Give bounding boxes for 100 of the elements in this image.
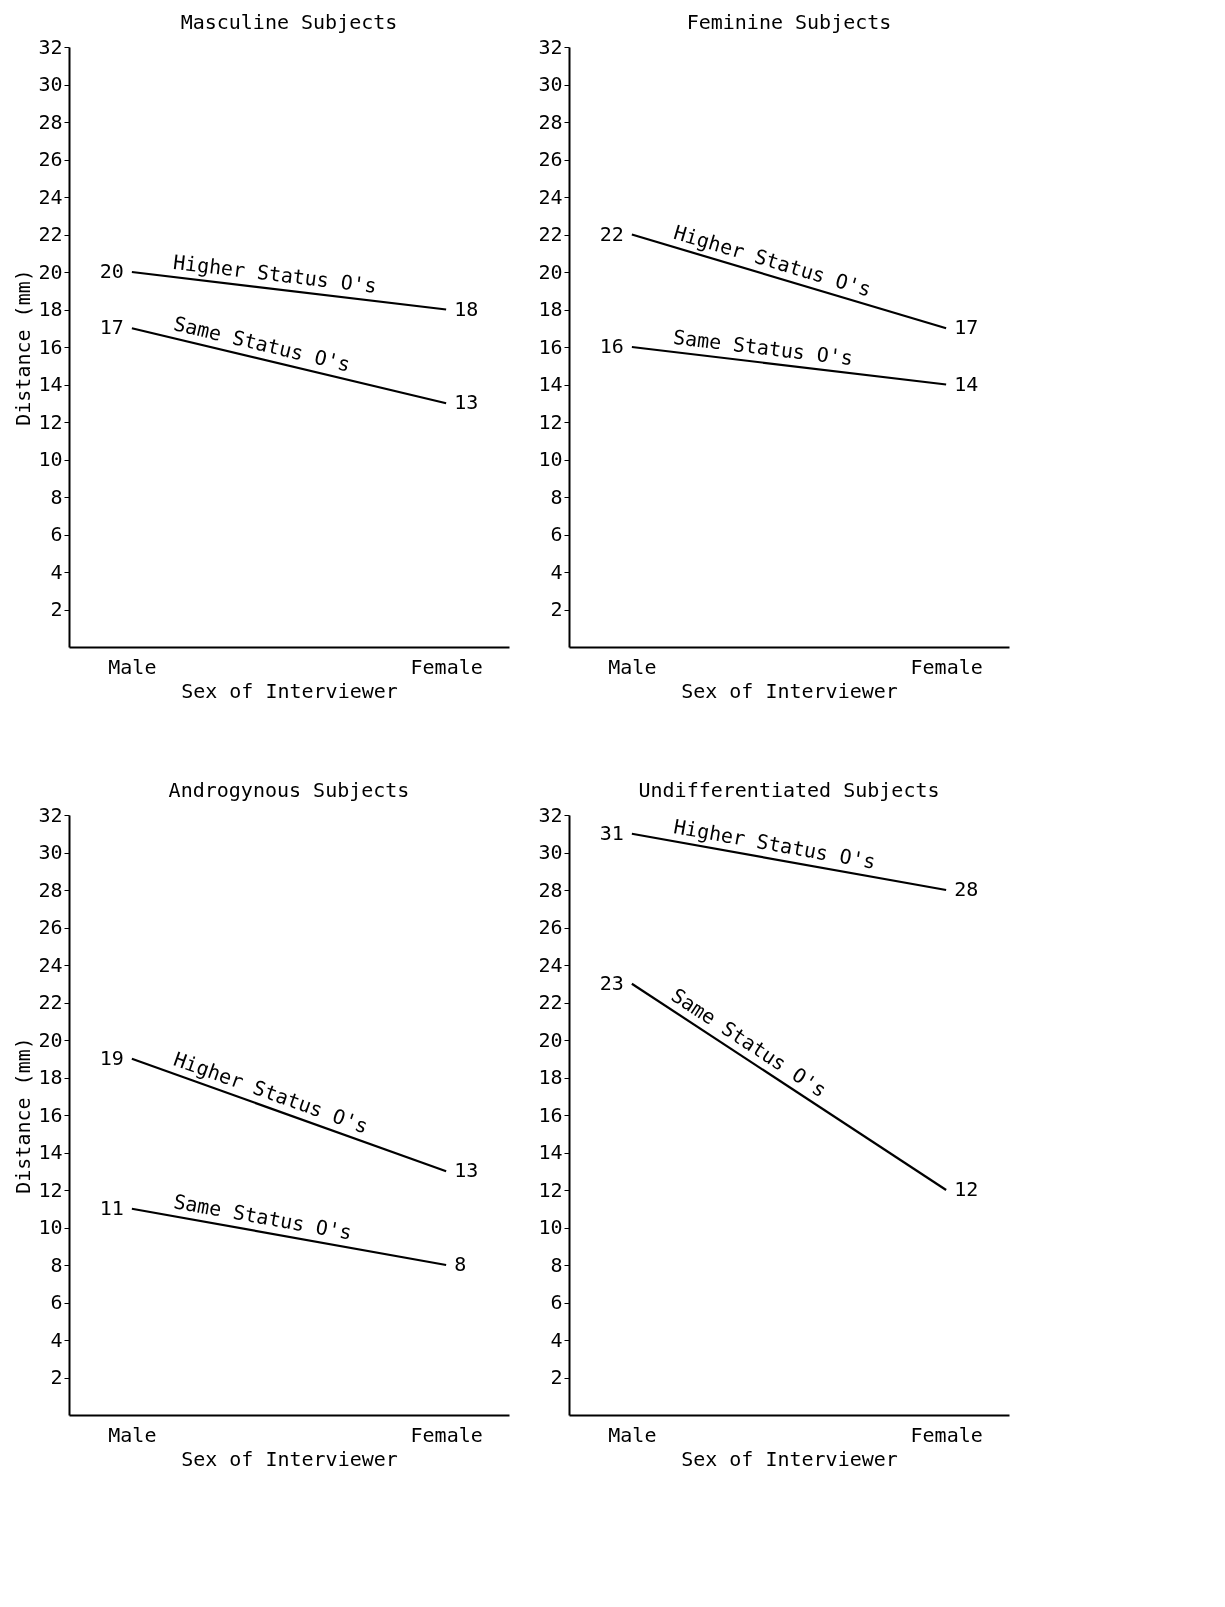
y-tick-label: 28 — [538, 109, 563, 134]
x-tick-label: Male — [108, 654, 157, 679]
chart-title: Masculine Subjects — [180, 10, 398, 34]
data-label: 14 — [954, 371, 979, 396]
y-tick-label: 20 — [538, 1027, 563, 1052]
y-tick-label: 14 — [538, 1140, 563, 1164]
y-tick-label: 14 — [38, 1140, 63, 1164]
data-label: 20 — [99, 259, 124, 283]
y-tick-label: 12 — [538, 409, 563, 434]
y-tick-label: 24 — [38, 184, 63, 209]
y-tick-label: 28 — [38, 877, 63, 902]
y-axis-title: Distance (mm) — [11, 1037, 36, 1194]
y-tick-label: 4 — [50, 1327, 63, 1352]
y-tick-label: 16 — [538, 334, 563, 359]
y-tick-label: 22 — [538, 222, 563, 246]
data-label: 13 — [454, 390, 479, 415]
text: Higher Status O's — [671, 220, 875, 302]
y-tick-label: 2 — [550, 1365, 563, 1389]
data-label: 23 — [599, 970, 624, 995]
data-label: 8 — [454, 1252, 467, 1276]
y-tick-label: 24 — [538, 952, 563, 977]
data-label: 16 — [599, 334, 624, 358]
y-tick-label: 14 — [38, 372, 63, 396]
y-tick-label: 30 — [38, 72, 63, 96]
x-tick-label: Male — [108, 1422, 157, 1447]
y-tick-label: 6 — [50, 522, 63, 546]
y-tick-label: 16 — [38, 334, 63, 359]
text: Higher Status O's — [671, 814, 878, 874]
x-axis-title: Sex of Interviewer — [681, 1446, 898, 1471]
x-tick-label: Male — [608, 654, 657, 679]
y-tick-label: 24 — [538, 184, 563, 209]
y-tick-label: 30 — [38, 840, 63, 864]
x-axis-title: Sex of Interviewer — [181, 678, 398, 703]
y-tick-label: 6 — [550, 1290, 563, 1314]
data-label: 28 — [954, 877, 979, 901]
y-tick-label: 6 — [50, 1290, 63, 1314]
x-tick-label: Male — [608, 1422, 657, 1447]
y-tick-label: 30 — [538, 840, 563, 864]
y-tick-label: 10 — [38, 1215, 63, 1239]
text: Same Status O's — [671, 324, 855, 371]
y-tick-label: 12 — [38, 1177, 63, 1202]
x-axis-title: Sex of Interviewer — [681, 678, 898, 703]
x-tick-label: Female — [410, 1422, 483, 1447]
text: Higher Status O's — [171, 249, 379, 299]
y-tick-label: 22 — [38, 222, 63, 246]
data-label: 19 — [99, 1045, 124, 1070]
x-tick-label: Female — [910, 654, 983, 679]
data-label: 17 — [99, 315, 124, 340]
y-tick-label: 4 — [50, 559, 63, 584]
y-tick-label: 8 — [50, 484, 63, 509]
text: Same Status O's — [171, 311, 353, 377]
y-tick-label: 2 — [50, 1365, 63, 1389]
y-tick-label: 30 — [538, 72, 563, 96]
data-label: 31 — [599, 820, 624, 845]
x-axis-title: Sex of Interviewer — [181, 1446, 398, 1471]
chart-title: Feminine Subjects — [686, 10, 892, 34]
y-tick-label: 32 — [538, 34, 563, 59]
data-label: 22 — [599, 221, 624, 246]
y-tick-label: 26 — [38, 147, 63, 171]
data-label: 12 — [954, 1177, 979, 1201]
y-tick-label: 20 — [38, 1027, 63, 1052]
y-tick-label: 10 — [538, 447, 563, 471]
y-tick-label: 2 — [50, 597, 63, 621]
data-label: 11 — [99, 1195, 124, 1220]
y-tick-label: 28 — [538, 877, 563, 902]
y-tick-label: 12 — [38, 409, 63, 434]
y-tick-label: 32 — [38, 34, 63, 59]
x-tick-label: Female — [410, 654, 483, 679]
y-tick-label: 26 — [38, 915, 63, 939]
y-tick-label: 32 — [538, 802, 563, 827]
chart-title: Androgynous Subjects — [168, 778, 410, 802]
y-tick-label: 18 — [538, 297, 563, 321]
y-tick-label: 24 — [38, 952, 63, 977]
y-tick-label: 16 — [538, 1102, 563, 1127]
y-tick-label: 14 — [538, 372, 563, 396]
y-tick-label: 32 — [38, 802, 63, 827]
y-tick-label: 8 — [50, 1252, 63, 1277]
y-tick-label: 20 — [538, 259, 563, 284]
y-tick-label: 12 — [538, 1177, 563, 1202]
y-tick-label: 26 — [538, 915, 563, 939]
y-tick-label: 10 — [38, 447, 63, 471]
y-axis-title: Distance (mm) — [11, 269, 36, 426]
y-tick-label: 20 — [38, 259, 63, 284]
data-label: 17 — [954, 315, 979, 340]
y-tick-label: 26 — [538, 147, 563, 171]
y-tick-label: 8 — [550, 484, 563, 509]
data-label: 18 — [454, 296, 479, 321]
y-tick-label: 22 — [38, 990, 63, 1014]
x-tick-label: Female — [910, 1422, 983, 1447]
y-tick-label: 6 — [550, 522, 563, 546]
y-tick-label: 16 — [38, 1102, 63, 1127]
chart-title: Undifferentiated Subjects — [638, 778, 940, 802]
y-tick-label: 18 — [38, 297, 63, 321]
y-tick-label: 4 — [550, 1327, 563, 1352]
y-tick-label: 8 — [550, 1252, 563, 1277]
y-tick-label: 18 — [38, 1065, 63, 1089]
y-tick-label: 2 — [550, 597, 563, 621]
y-tick-label: 28 — [38, 109, 63, 134]
text: Same Status O's — [171, 1189, 354, 1245]
y-tick-label: 10 — [538, 1215, 563, 1239]
